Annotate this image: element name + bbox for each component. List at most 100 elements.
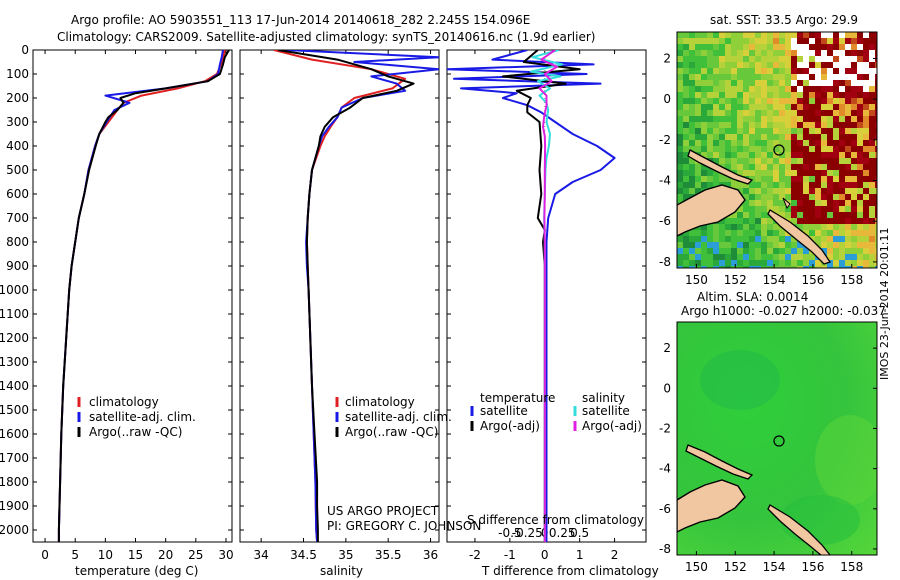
sst-cell (755, 218, 761, 224)
sst-cell (833, 86, 839, 92)
sst-cell (845, 242, 851, 248)
sst-cell (773, 62, 779, 68)
sst-cell (761, 122, 767, 128)
sst-cell (767, 266, 773, 268)
sst-cell (737, 116, 743, 122)
sst-cell (785, 140, 791, 146)
sst-cell (833, 218, 839, 224)
sst-cell (695, 62, 701, 68)
sst-cell (845, 236, 851, 242)
sst-cell (707, 248, 713, 254)
sst-cell (725, 176, 731, 182)
sst-cell (737, 152, 743, 158)
sst-cell (701, 74, 707, 80)
sst-cell (689, 170, 695, 176)
sst-cell (701, 134, 707, 140)
sst-cell (857, 248, 863, 254)
sst-cell (731, 230, 737, 236)
sst-cell (695, 98, 701, 104)
sst-cell (779, 122, 785, 128)
sst-cell (755, 164, 761, 170)
sst-cell (731, 44, 737, 50)
sst-cell (707, 236, 713, 242)
sst-cell (761, 254, 767, 260)
sst-cell (773, 80, 779, 86)
sst-cell (755, 128, 761, 134)
sst-cell (677, 110, 683, 116)
sst-map-title: sat. SST: 33.5 Argo: 29.9 (710, 13, 858, 27)
sst-cell (773, 68, 779, 74)
sst-cell (767, 44, 773, 50)
sst-cell (749, 176, 755, 182)
sst-cell (833, 158, 839, 164)
sst-cell (767, 242, 773, 248)
sst-cell (851, 44, 857, 50)
sst-cell (689, 182, 695, 188)
temperature-legend: climatology satellite-adj. clim. Argo(..… (77, 395, 196, 439)
sst-cell (713, 104, 719, 110)
sst-cell (803, 248, 809, 254)
sst-cell (791, 56, 797, 62)
sst-cell (743, 140, 749, 146)
sst-cell (803, 62, 809, 68)
sst-cell (677, 32, 683, 38)
sst-cell (737, 188, 743, 194)
sst-cell (791, 62, 797, 68)
sst-cell (857, 194, 863, 200)
sst-cell (695, 236, 701, 242)
sst-cell (803, 86, 809, 92)
sst-cell (725, 164, 731, 170)
sst-cell (845, 98, 851, 104)
sst-cell (737, 62, 743, 68)
sst-cell (809, 260, 815, 266)
sst-cell (689, 266, 695, 268)
sst-cell (839, 110, 845, 116)
sst-cell (725, 92, 731, 98)
sst-cell (857, 86, 863, 92)
sst-cell (749, 194, 755, 200)
sst-cell (755, 32, 761, 38)
sst-cell (749, 62, 755, 68)
sst-cell (803, 92, 809, 98)
sst-cell (851, 80, 857, 86)
sst-cell (845, 146, 851, 152)
sst-cell (839, 80, 845, 86)
sst-cell (833, 182, 839, 188)
sst-cell (833, 146, 839, 152)
sst-cell (845, 164, 851, 170)
sst-cell (869, 254, 875, 260)
sst-cell (791, 86, 797, 92)
sst-cell (821, 92, 827, 98)
sst-cell (839, 206, 845, 212)
salinity-xticks: 34 34.5 35 35.5 36 (254, 50, 438, 562)
sst-cell (767, 176, 773, 182)
sst-cell (869, 194, 875, 200)
sst-cell (875, 122, 877, 128)
sst-cell (815, 140, 821, 146)
sst-cell (791, 254, 797, 260)
sst-cell (713, 86, 719, 92)
sst-cell (791, 176, 797, 182)
sst-cell (707, 224, 713, 230)
sst-cell (773, 116, 779, 122)
sst-cell (689, 68, 695, 74)
sst-cell (875, 98, 877, 104)
legend-title-salinity: salinity (582, 391, 625, 405)
sst-cell (713, 62, 719, 68)
sst-cell (749, 182, 755, 188)
sst-cell (677, 44, 683, 50)
sst-cell (677, 50, 683, 56)
sst-cell (785, 182, 791, 188)
sst-cell (869, 38, 875, 44)
sst-cell (755, 170, 761, 176)
sst-cell (875, 110, 877, 116)
sst-cell (875, 260, 877, 266)
sst-cell (761, 104, 767, 110)
sst-cell (701, 56, 707, 62)
sst-cell (827, 128, 833, 134)
sst-cell (803, 32, 809, 38)
sst-cell (851, 56, 857, 62)
sst-cell (743, 116, 749, 122)
ytick-label: 1300 (0, 355, 29, 369)
sst-cell (827, 152, 833, 158)
